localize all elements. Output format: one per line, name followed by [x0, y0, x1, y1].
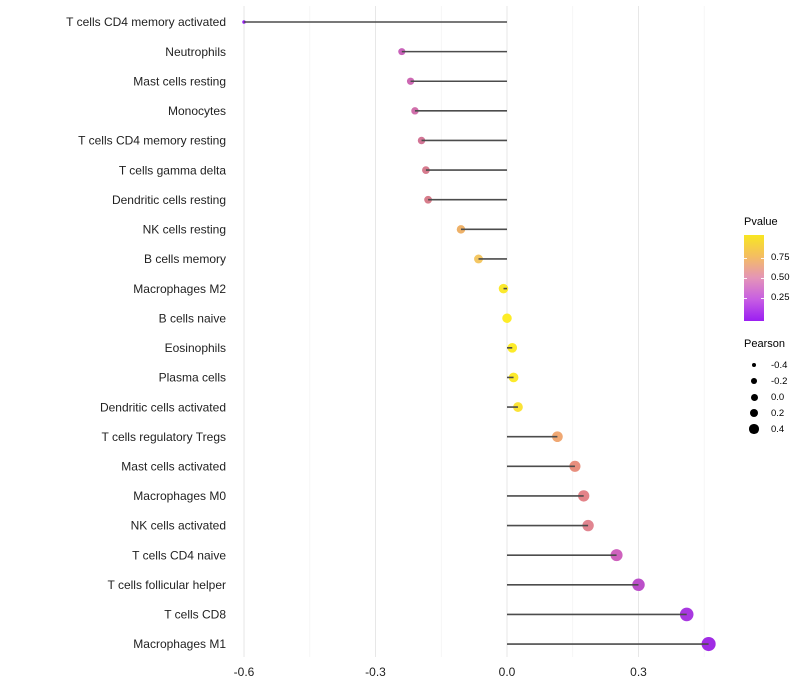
pearson-legend-entry: 0.4: [744, 421, 787, 437]
lollipop-dot: [502, 313, 512, 323]
y-axis-label: T cells CD8: [164, 608, 226, 622]
pearson-legend-dot-cell: [744, 409, 764, 417]
y-axis-label: Mast cells resting: [133, 74, 226, 88]
y-axis-label: NK cells activated: [131, 519, 226, 533]
y-axis-label: Plasma cells: [159, 371, 226, 385]
pearson-legend-entry: -0.4: [744, 357, 787, 373]
x-axis-tick-label: -0.3: [365, 665, 386, 679]
pearson-legend: Pearson -0.4 -0.2 0.0 0.2 0.4: [744, 338, 787, 437]
y-axis-label: T cells gamma delta: [119, 163, 226, 177]
y-axis-label: T cells regulatory Tregs: [102, 430, 227, 444]
y-axis-label: Macrophages M2: [133, 282, 226, 296]
pvalue-colorbar: 0.75 0.50 0.25: [744, 235, 800, 321]
pearson-legend-dot-cell: [744, 362, 764, 368]
pearson-legend-entry: 0.2: [744, 405, 787, 421]
pearson-legend-label: 0.2: [771, 407, 785, 419]
y-axis-label: T cells follicular helper: [108, 578, 227, 592]
y-axis-label: NK cells resting: [143, 223, 226, 237]
pearson-legend-dot: [750, 409, 758, 417]
lollipop-dot: [411, 107, 419, 115]
pvalue-colorbar-gradient: [744, 235, 764, 321]
x-axis-tick-label: 0.3: [630, 665, 647, 679]
pvalue-colorbar-tick: [744, 258, 747, 259]
y-axis-label: Dendritic cells resting: [112, 193, 226, 207]
y-axis-label: Neutrophils: [165, 45, 226, 59]
pearson-legend-dot: [749, 424, 759, 434]
pearson-legend-dot: [751, 378, 757, 384]
y-axis-label: Macrophages M1: [133, 637, 226, 651]
pvalue-colorbar-tick: [761, 258, 764, 259]
pvalue-colorbar-tick: [761, 298, 764, 299]
y-axis-label: T cells CD4 memory activated: [66, 15, 226, 29]
pvalue-colorbar-label: 0.25: [771, 292, 790, 303]
pearson-legend-dot-cell: [744, 393, 764, 401]
x-axis-tick-label: 0.0: [499, 665, 516, 679]
pearson-legend-label: -0.4: [771, 359, 788, 371]
y-axis-label: B cells memory: [144, 252, 226, 266]
pvalue-colorbar-tick: [744, 298, 747, 299]
pearson-legend-dot: [750, 393, 758, 401]
y-axis-label: Macrophages M0: [133, 489, 226, 503]
pearson-legend-dot-cell: [744, 378, 764, 384]
x-axis-tick-label: -0.6: [234, 665, 255, 679]
y-axis-label: T cells CD4 memory resting: [78, 134, 226, 148]
y-axis-label: Monocytes: [168, 104, 226, 118]
y-axis-label: Mast cells activated: [121, 460, 226, 474]
pvalue-legend-title: Pvalue: [744, 216, 778, 228]
y-axis-label: Dendritic cells activated: [100, 400, 226, 414]
pearson-legend-label: -0.2: [771, 375, 788, 387]
pearson-legend-title: Pearson: [744, 338, 785, 350]
pearson-legend-label: 0.0: [771, 391, 785, 403]
pearson-legend-dot-cell: [744, 424, 764, 434]
lollipop-dot: [552, 431, 563, 443]
pvalue-colorbar-label: 0.50: [771, 272, 790, 283]
y-axis-label: Eosinophils: [165, 341, 226, 355]
pvalue-colorbar-tick: [761, 278, 764, 279]
pvalue-colorbar-tick: [744, 278, 747, 279]
pvalue-colorbar-label: 0.75: [771, 252, 790, 263]
y-axis-label: T cells CD4 naive: [132, 548, 226, 562]
pearson-legend-label: 0.4: [771, 423, 785, 435]
pearson-legend-entry: 0.0: [744, 389, 787, 405]
y-axis-label: B cells naive: [159, 311, 227, 325]
pearson-legend-dot: [751, 362, 757, 368]
pvalue-legend: Pvalue 0.75 0.50 0.25: [744, 216, 800, 321]
pearson-legend-entry: -0.2: [744, 373, 787, 389]
pearson-legend-entries: -0.4 -0.2 0.0 0.2 0.4: [744, 357, 787, 437]
